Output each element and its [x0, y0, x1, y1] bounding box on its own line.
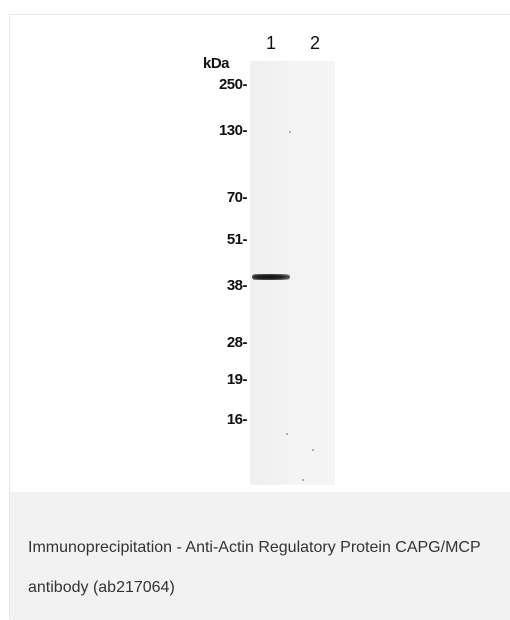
marker-70: 70-	[226, 189, 248, 206]
marker-28: 28-	[226, 334, 248, 351]
figure-caption: Immunoprecipitation - Anti-Actin Regulat…	[10, 492, 510, 620]
kda-unit-label: kDa	[203, 55, 230, 72]
lane-label-2: 2	[309, 33, 320, 53]
caption-text: Immunoprecipitation - Anti-Actin Regulat…	[28, 539, 481, 596]
lane-label-1: 1	[265, 33, 276, 53]
image-card: 1 2 kDa 250- 130- 70- 51- 38- 28- 19- 16…	[9, 14, 510, 620]
marker-250: 250-	[218, 76, 248, 93]
blot-speck	[312, 449, 314, 451]
blot-speck	[286, 433, 288, 435]
blot-membrane	[250, 61, 335, 485]
blot-speck	[302, 479, 304, 481]
marker-38: 38-	[226, 277, 248, 294]
marker-19: 19-	[226, 371, 248, 388]
marker-130: 130-	[218, 122, 248, 139]
marker-16: 16-	[226, 411, 248, 428]
blot-speck	[289, 131, 291, 133]
western-blot-figure: 1 2 kDa 250- 130- 70- 51- 38- 28- 19- 16…	[10, 15, 510, 492]
marker-51: 51-	[226, 231, 248, 248]
protein-band-lane-1	[252, 274, 290, 280]
